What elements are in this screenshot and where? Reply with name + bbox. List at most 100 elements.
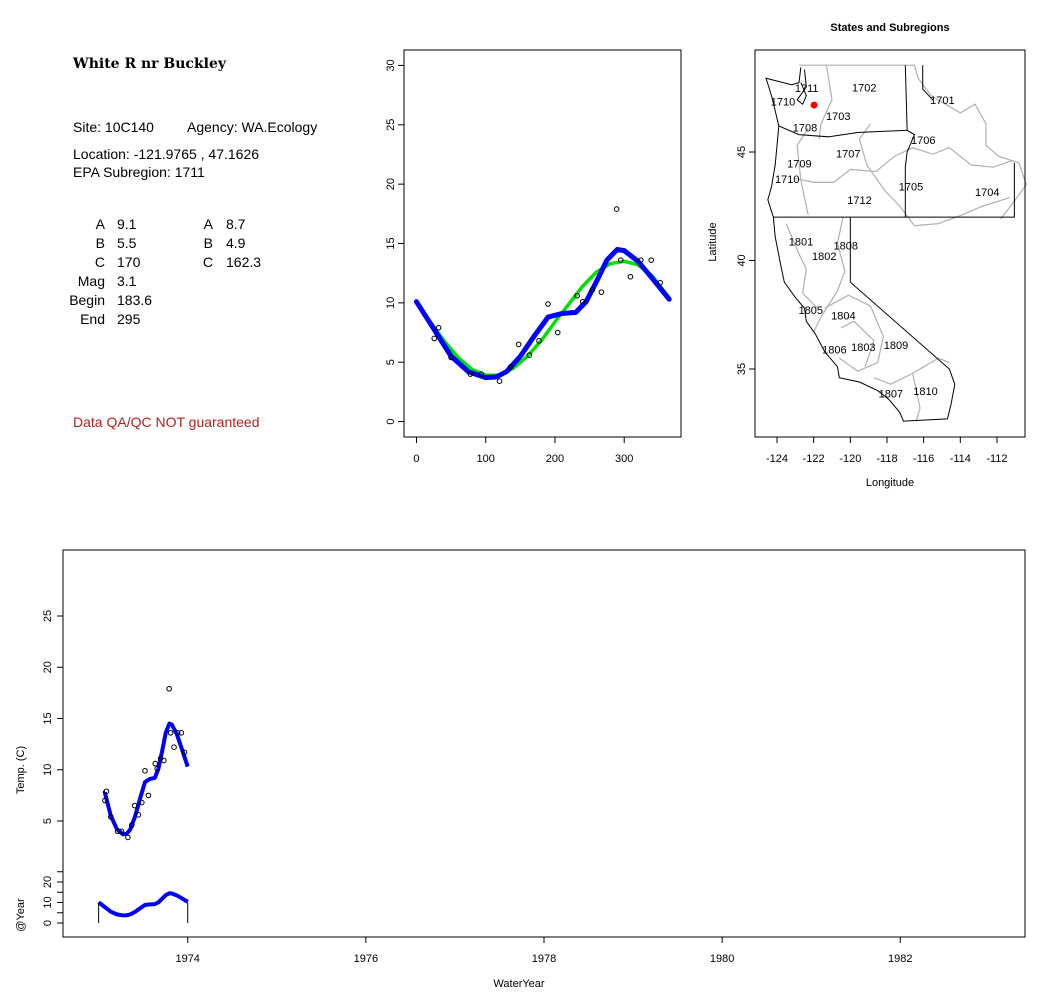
y-tick-label: 20 [385,178,397,190]
param-name: C [94,254,105,270]
data-point [617,257,624,263]
x-tick-label: 1974 [175,953,199,965]
subregion-label: 1712 [847,195,871,207]
param-value: 4.9 [226,235,246,251]
param-value: 5.5 [117,235,137,251]
data-point [174,730,181,736]
x-tick-label: -120 [839,453,861,465]
state-border-42 [773,162,1015,218]
data-point [496,378,503,385]
param-name: A [95,216,105,232]
x-axis-label: Longitude [866,477,914,489]
x-tick-label: 100 [477,453,495,465]
data-point [435,324,442,331]
param-value: 162.3 [226,254,262,270]
seasonal-frame [403,49,682,438]
param-name: End [80,311,105,327]
subregion-boundary [813,216,846,333]
subregion-label: 1708 [793,123,817,135]
data-point [515,341,522,348]
subregion-label: 1805 [798,305,822,317]
data-point [589,286,596,293]
x-tick-label: -114 [950,453,971,465]
param-name: A [203,216,213,232]
data-point [154,765,160,772]
x-tick-label: 0 [413,453,419,465]
param-value: 9.1 [117,216,137,232]
x-tick-label: -122 [803,453,825,465]
temp-fit-line [102,721,190,837]
subregion-label: 1806 [822,344,846,356]
data-point [613,206,620,212]
y-tick-label: 10 [385,297,397,309]
param-value: 170 [117,254,141,270]
x-tick-label: 1982 [888,953,912,965]
subregion-boundary [858,123,1010,227]
param-value: 295 [117,311,141,327]
y-tick-label: 35 [736,363,748,375]
blue-fit-line [413,246,672,381]
subregion-label: 1711 [795,83,819,95]
data-point [627,273,634,280]
subregion-label: 1701 [930,95,954,107]
subregion-boundary [818,65,833,140]
x-tick-label: 200 [546,453,564,465]
subregion-label: 1802 [812,251,836,263]
param-value: 8.7 [226,216,246,232]
data-point [526,352,533,358]
state-border-id-mt [922,65,934,101]
y-tick-label: 0 [385,419,397,425]
y-tick-label: 45 [736,146,748,158]
subregion-label: 1803 [851,342,875,354]
data-point [478,371,485,377]
data-point [139,799,145,806]
data-point [181,749,188,756]
subregion-label: 1810 [913,386,937,398]
annual-fit-line [97,891,189,918]
param-name: Begin [69,292,105,308]
data-point [657,279,664,286]
data-point [171,744,177,751]
param-name: C [202,254,213,270]
y-tick-label: 25 [42,610,54,622]
x-axis-label: WaterYear [493,978,544,990]
timeseries-frame [62,549,1026,938]
param-name: Mag [77,273,105,289]
data-point [114,828,121,835]
subregion-label: 1703 [826,111,850,123]
x-tick-label: 1976 [354,953,378,965]
subregion-boundary [912,357,950,374]
map-title: States and Subregions [830,22,949,34]
x-tick-label: -112 [986,453,1007,465]
subregion-label: 1801 [789,237,813,249]
subregion-label: 1707 [836,148,860,160]
x-tick-label: -118 [876,453,897,465]
subregion-label: 1804 [831,311,855,323]
param-value: 183.6 [117,292,153,308]
y-tick-label: 40 [736,254,748,266]
data-point [102,797,108,804]
y-tick-label: 5 [42,818,54,824]
data-point [648,257,655,263]
data-point [574,292,580,299]
subregion-label: 1709 [787,158,811,170]
subregion-label: 1706 [911,135,935,147]
subregion-boundary [824,294,884,372]
y-tick-label: 10 [42,764,54,776]
x-tick-label: -124 [766,453,788,465]
state-border-wa-or [778,125,908,138]
y2-axis-label: @Year [15,898,27,932]
data-point [638,257,644,263]
x-tick-label: 1980 [710,953,734,965]
data-point [554,329,561,336]
y-axis-label: Latitude [707,222,719,261]
param-value: 3.1 [117,273,137,289]
y2-tick-label: 20 [42,876,54,888]
data-point [448,354,454,361]
qa-note: Data QA/QC NOT guaranteed [73,414,260,430]
data-point [598,289,605,295]
subregion-boundary [796,127,809,216]
y-tick-label: 5 [385,359,397,365]
data-point [108,814,114,820]
data-point [152,760,159,767]
